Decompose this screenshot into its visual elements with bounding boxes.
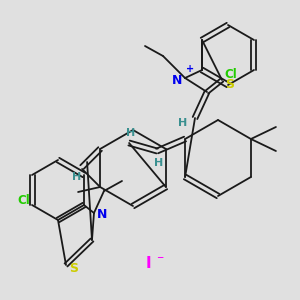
Text: Cl: Cl	[225, 68, 237, 82]
Text: N: N	[97, 208, 107, 221]
Text: Cl: Cl	[18, 194, 30, 206]
Text: N: N	[172, 74, 182, 86]
Text: S: S	[70, 262, 79, 275]
Text: H: H	[73, 172, 82, 182]
Text: I: I	[145, 256, 151, 271]
Text: H: H	[178, 118, 188, 128]
Text: S: S	[226, 77, 235, 91]
Text: ⁻: ⁻	[156, 253, 164, 267]
Text: +: +	[186, 64, 194, 74]
Text: H: H	[154, 158, 164, 168]
Text: H: H	[127, 128, 136, 138]
